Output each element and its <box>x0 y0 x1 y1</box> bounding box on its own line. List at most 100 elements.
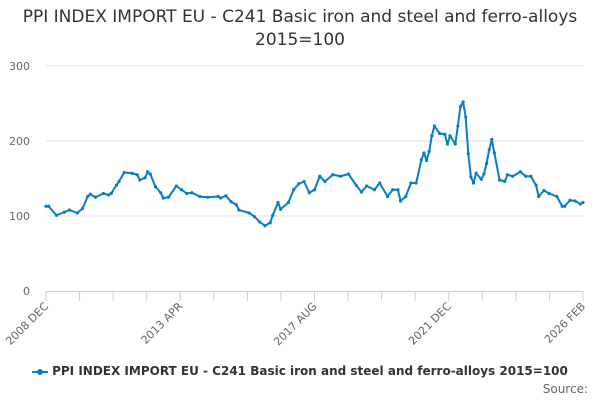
data-point <box>318 174 322 178</box>
data-point <box>331 173 335 177</box>
data-point <box>503 179 507 184</box>
data-point <box>578 202 582 206</box>
x-tick-label: 2017 AUG <box>271 300 320 349</box>
data-point <box>414 181 418 185</box>
data-point <box>378 181 382 185</box>
data-point <box>391 188 395 192</box>
data-point <box>252 215 257 219</box>
data-point <box>166 195 171 199</box>
data-point <box>174 184 178 188</box>
data-point <box>216 194 220 199</box>
data-point <box>338 174 343 178</box>
data-point <box>146 170 150 174</box>
data-point <box>372 188 377 192</box>
data-point <box>479 177 483 181</box>
data-point <box>398 199 403 203</box>
data-point <box>75 211 79 215</box>
series-line <box>46 101 584 227</box>
data-point <box>396 188 400 192</box>
data-point <box>80 206 85 211</box>
data-point <box>190 191 194 195</box>
data-point <box>67 208 72 212</box>
data-point <box>560 204 564 208</box>
data-point <box>229 200 233 204</box>
data-point <box>323 179 327 184</box>
data-point <box>482 172 486 176</box>
data-point <box>258 220 262 224</box>
y-tick-label: 100 <box>9 210 30 223</box>
data-point <box>456 124 460 128</box>
data-point <box>573 199 577 203</box>
data-point <box>453 142 457 146</box>
data-point <box>354 183 358 187</box>
y-tick-label: 0 <box>23 285 30 298</box>
data-point <box>581 200 585 205</box>
data-point <box>185 191 189 196</box>
data-point <box>237 208 241 212</box>
y-tick-label: 300 <box>9 60 30 73</box>
legend-label: PPI INDEX IMPORT EU - C241 Basic iron an… <box>52 364 568 378</box>
data-point <box>404 194 408 199</box>
data-point <box>365 184 369 188</box>
data-point <box>497 178 502 182</box>
legend-item[interactable]: PPI INDEX IMPORT EU - C241 Basic iron an… <box>0 364 600 378</box>
data-point <box>445 142 450 146</box>
data-point <box>563 204 567 208</box>
data-point <box>537 194 541 199</box>
data-point <box>101 191 105 196</box>
x-tick-label: 2021 DEC <box>406 300 454 348</box>
data-point <box>276 200 280 205</box>
data-point <box>47 204 51 208</box>
data-point <box>135 173 139 177</box>
data-point <box>474 171 478 175</box>
data-point <box>466 152 470 156</box>
chart-title: PPI INDEX IMPORT EU - C241 Basic iron an… <box>22 7 578 50</box>
data-point <box>409 181 413 185</box>
data-point <box>484 161 489 166</box>
data-point <box>159 191 163 195</box>
data-point <box>122 170 126 175</box>
data-point <box>492 151 496 155</box>
data-point <box>424 158 429 163</box>
data-point <box>471 181 476 185</box>
data-point <box>247 211 251 215</box>
data-point <box>206 195 210 199</box>
data-point <box>302 179 306 184</box>
data-point <box>438 131 442 136</box>
data-point <box>297 182 301 186</box>
data-point <box>88 192 92 196</box>
data-point <box>263 224 267 228</box>
data-point <box>518 170 523 174</box>
data-point <box>179 188 184 192</box>
y-tick-label: 200 <box>9 135 30 148</box>
data-point <box>54 213 59 217</box>
data-point <box>469 175 473 179</box>
data-point <box>448 134 452 138</box>
data-point <box>292 188 296 192</box>
data-point <box>458 104 463 109</box>
data-point <box>234 203 238 207</box>
data-point <box>432 124 437 128</box>
data-point <box>143 176 147 180</box>
data-point <box>153 185 158 189</box>
data-point <box>44 204 48 208</box>
data-point <box>198 194 202 199</box>
data-point <box>109 191 113 196</box>
data-point <box>542 188 546 193</box>
data-point <box>117 179 121 184</box>
data-point <box>461 100 465 104</box>
data-point <box>547 191 551 196</box>
x-tick-label: 2013 APR <box>138 300 185 347</box>
data-point <box>529 174 533 178</box>
data-point <box>534 183 538 187</box>
source-label: Source: <box>542 382 588 396</box>
data-point <box>385 194 390 199</box>
data-point <box>93 195 98 199</box>
data-point <box>430 134 434 138</box>
data-point <box>443 132 447 136</box>
data-point <box>490 137 494 142</box>
data-point <box>62 210 66 214</box>
data-point <box>524 174 528 178</box>
data-point <box>427 149 431 154</box>
